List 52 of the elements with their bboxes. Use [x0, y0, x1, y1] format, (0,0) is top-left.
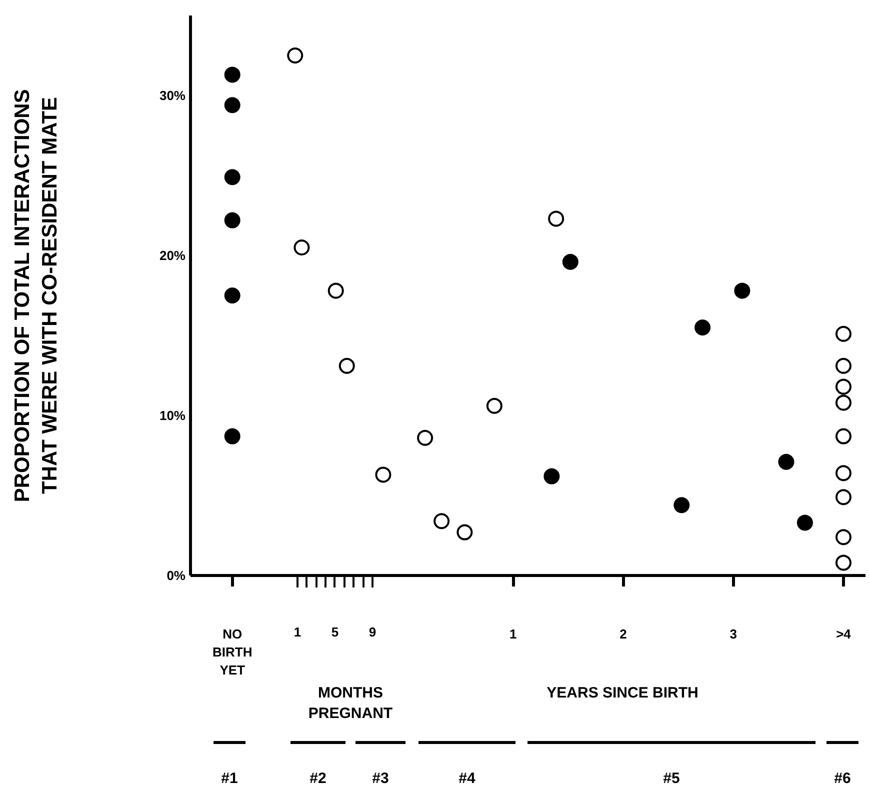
point — [294, 240, 310, 256]
text: MONTHS PREGNANT — [308, 684, 393, 722]
text: #2 — [310, 770, 326, 787]
point — [734, 282, 750, 299]
text: #4 — [458, 770, 476, 787]
point — [562, 254, 578, 270]
point — [338, 358, 355, 374]
text: #5 — [663, 770, 680, 787]
point — [694, 320, 711, 336]
x-tick-label: NO BIRTH YET — [212, 626, 252, 678]
point — [224, 288, 240, 304]
point — [224, 428, 240, 444]
x2-tick-label: 5 — [331, 624, 339, 640]
point — [417, 430, 434, 446]
point — [796, 514, 813, 531]
text: #3 — [372, 770, 389, 787]
point — [224, 212, 240, 228]
point — [835, 428, 852, 444]
point — [544, 468, 560, 484]
point — [835, 529, 852, 546]
point — [835, 326, 852, 342]
point — [486, 398, 502, 414]
x-tick-label: 1 — [510, 626, 517, 642]
x2-tick-label: 9 — [368, 624, 376, 640]
point — [835, 465, 852, 482]
point — [835, 489, 852, 506]
y-tick-label: 10% — [159, 408, 186, 423]
point — [674, 497, 690, 514]
point — [835, 378, 852, 395]
point — [835, 554, 852, 571]
point — [835, 394, 852, 411]
point — [375, 466, 392, 483]
point — [456, 524, 473, 540]
y-tick-label: 20% — [159, 248, 186, 263]
point — [434, 513, 450, 530]
point — [328, 282, 344, 299]
x-tick-label: 3 — [730, 626, 737, 642]
text: #1 — [221, 770, 238, 787]
y-tick-label: 30% — [159, 88, 186, 103]
text: YEARS SINCE BIRTH — [546, 684, 698, 702]
point — [224, 169, 240, 186]
point — [835, 358, 852, 374]
x-tick-label: 2 — [620, 626, 627, 642]
point — [548, 210, 564, 227]
point — [287, 48, 304, 64]
y-tick-label: 0% — [166, 568, 186, 583]
text: #6 — [834, 770, 851, 787]
point — [224, 66, 240, 83]
y-axis-title: PROPORTION OF TOTAL INTERACTIONS THAT WERE WITH CO-RESIDENT MATE — [10, 89, 62, 502]
x-tick-label: >4 — [836, 626, 852, 642]
point — [778, 454, 794, 470]
point — [224, 97, 240, 114]
